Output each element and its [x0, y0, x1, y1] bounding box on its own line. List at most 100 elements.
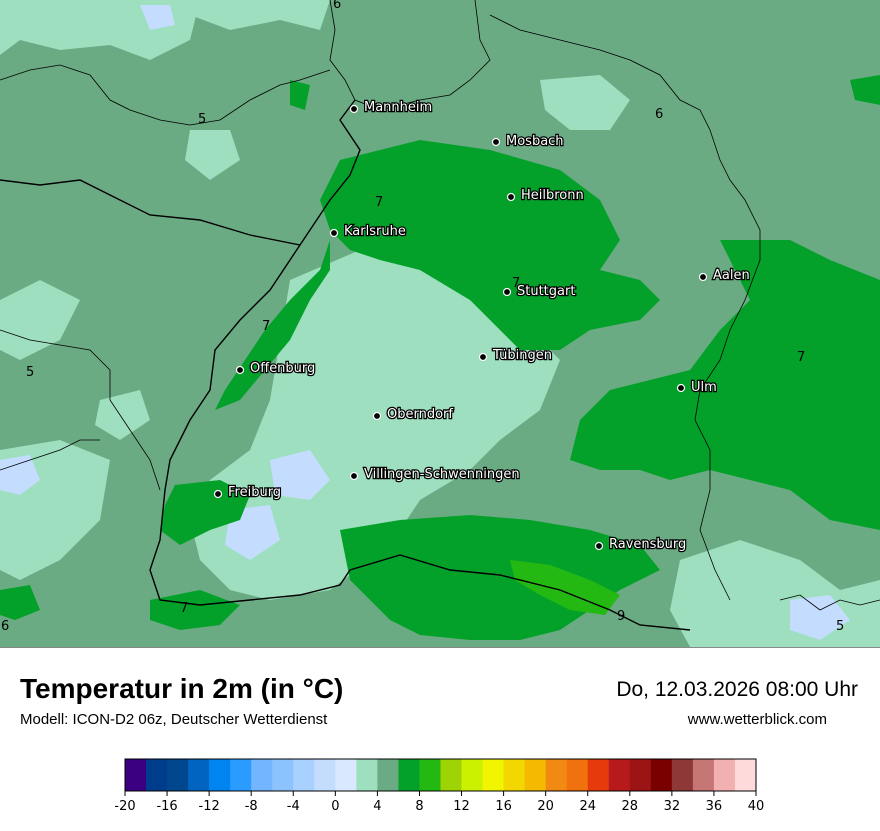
contour-label: 9 — [617, 609, 625, 624]
legend-swatch — [608, 759, 631, 791]
legend-swatches — [124, 758, 757, 792]
contour-labels: 6 5 6 7 7 7 5 7 7 9 6 5 — [1, 0, 844, 634]
legend-swatch — [209, 759, 231, 791]
city-dot — [502, 287, 512, 297]
legend-swatch — [545, 759, 568, 791]
city-markers: Mannheim Mosbach Heilbronn Karlsruhe Aal… — [213, 99, 751, 553]
legend-swatch — [440, 759, 463, 791]
city-marker-tuebingen: Tübingen — [478, 347, 553, 364]
city-dot — [329, 228, 339, 238]
contour-label: 7 — [375, 195, 383, 210]
contour-label: 7 — [180, 601, 188, 616]
city-marker-mannheim: Mannheim — [349, 99, 433, 116]
legend-tick-label: 40 — [748, 799, 765, 814]
legend-swatch — [272, 759, 294, 791]
city-dot — [594, 541, 604, 551]
legend-swatch — [629, 759, 652, 791]
legend-tick-label: -4 — [287, 799, 300, 814]
city-label: Villingen-Schwenningen — [364, 467, 520, 482]
city-label: Ravensburg — [609, 537, 686, 552]
contour-label: 7 — [512, 276, 520, 291]
legend-swatch — [650, 759, 673, 791]
legend-tick-label: 24 — [579, 799, 596, 814]
city-dot — [676, 383, 686, 393]
legend-swatch — [230, 759, 252, 791]
legend-tick-label: 16 — [495, 799, 512, 814]
city-marker-ravensburg: Ravensburg — [594, 536, 688, 553]
legend-swatch — [503, 759, 526, 791]
website-link[interactable]: www.wetterblick.com — [687, 711, 827, 728]
temperature-map: 6 5 6 7 7 7 5 7 7 9 6 5 Mannheim Mosbach… — [0, 0, 880, 647]
legend-tick-label: 32 — [664, 799, 681, 814]
legend-swatch — [671, 759, 694, 791]
city-label: Heilbronn — [521, 188, 584, 203]
city-dot — [372, 411, 382, 421]
legend-swatch — [125, 759, 147, 791]
legend-swatch — [566, 759, 589, 791]
city-label: Stuttgart — [517, 284, 575, 299]
city-marker-heilbronn: Heilbronn — [506, 187, 585, 204]
city-marker-oberndorf: Oberndorf — [372, 406, 455, 423]
legend-swatch — [524, 759, 547, 791]
city-marker-karlsruhe: Karlsruhe — [329, 223, 407, 240]
city-marker-freiburg: Freiburg — [213, 484, 282, 501]
city-marker-offenburg: Offenburg — [235, 360, 317, 377]
legend-swatch — [146, 759, 168, 791]
legend-swatch — [188, 759, 210, 791]
legend-border — [124, 758, 757, 792]
legend-tick-label: -16 — [156, 799, 177, 814]
city-marker-stuttgart: Stuttgart — [502, 283, 577, 300]
city-label: Tübingen — [492, 348, 552, 363]
contour-label: 7 — [262, 319, 270, 334]
contour-label: 7 — [797, 350, 805, 365]
legend-swatch — [482, 759, 505, 791]
contour-label: 6 — [655, 107, 663, 122]
city-dot — [491, 137, 501, 147]
temperature-zone-8-10 — [510, 560, 620, 615]
city-marker-villingen-schwenningen: Villingen-Schwenningen — [349, 466, 521, 483]
city-label: Ulm — [691, 380, 717, 395]
city-dot — [235, 365, 245, 375]
state-borders — [0, 0, 880, 611]
city-dot — [213, 489, 223, 499]
city-marker-aalen: Aalen — [698, 267, 751, 284]
legend-ticks: -20 -16 -12 -8 -4 0 4 8 12 16 20 24 28 32 36 40 — [114, 791, 764, 814]
city-marker-ulm: Ulm — [676, 379, 718, 396]
contour-label: 6 — [1, 619, 9, 634]
legend-tick-label: 12 — [453, 799, 470, 814]
legend-tick-label: -20 — [114, 799, 135, 814]
city-label: Karlsruhe — [344, 224, 406, 239]
model-info: Modell: ICON-D2 06z, Deutscher Wetterdie… — [20, 711, 328, 728]
city-label: Oberndorf — [387, 407, 453, 422]
legend-swatch — [251, 759, 273, 791]
legend-swatch — [356, 759, 378, 791]
temperature-zone-0-4 — [0, 5, 850, 640]
city-label: Mannheim — [364, 100, 432, 115]
city-label: Mosbach — [506, 134, 564, 149]
contour-label: 5 — [26, 365, 34, 380]
legend-swatch — [167, 759, 189, 791]
country-borders — [0, 99, 691, 631]
city-marker-mosbach: Mosbach — [491, 133, 565, 150]
color-legend: -20 -16 -12 -8 -4 0 4 8 12 16 20 24 28 32 36 40 — [114, 758, 764, 814]
city-dot — [478, 352, 488, 362]
legend-tick-label: 28 — [622, 799, 639, 814]
legend-tick-label: 4 — [373, 799, 381, 814]
legend-tick-label: 20 — [537, 799, 554, 814]
legend-swatch — [314, 759, 336, 791]
city-dot — [698, 272, 708, 282]
legend-tick-label: 8 — [415, 799, 423, 814]
contour-label: 5 — [836, 619, 844, 634]
forecast-datetime: Do, 12.03.2026 08:00 Uhr — [616, 678, 858, 701]
legend-swatch — [461, 759, 484, 791]
city-label: Offenburg — [250, 361, 315, 376]
legend-tick-label: 0 — [331, 799, 339, 814]
legend-swatch — [377, 759, 399, 791]
city-dot — [506, 192, 516, 202]
city-dot — [349, 471, 359, 481]
city-label: Freiburg — [228, 485, 281, 500]
contour-label: 6 — [333, 0, 341, 12]
legend-tick-label: 36 — [706, 799, 723, 814]
legend-swatch — [713, 759, 736, 791]
legend-swatch — [692, 759, 715, 791]
